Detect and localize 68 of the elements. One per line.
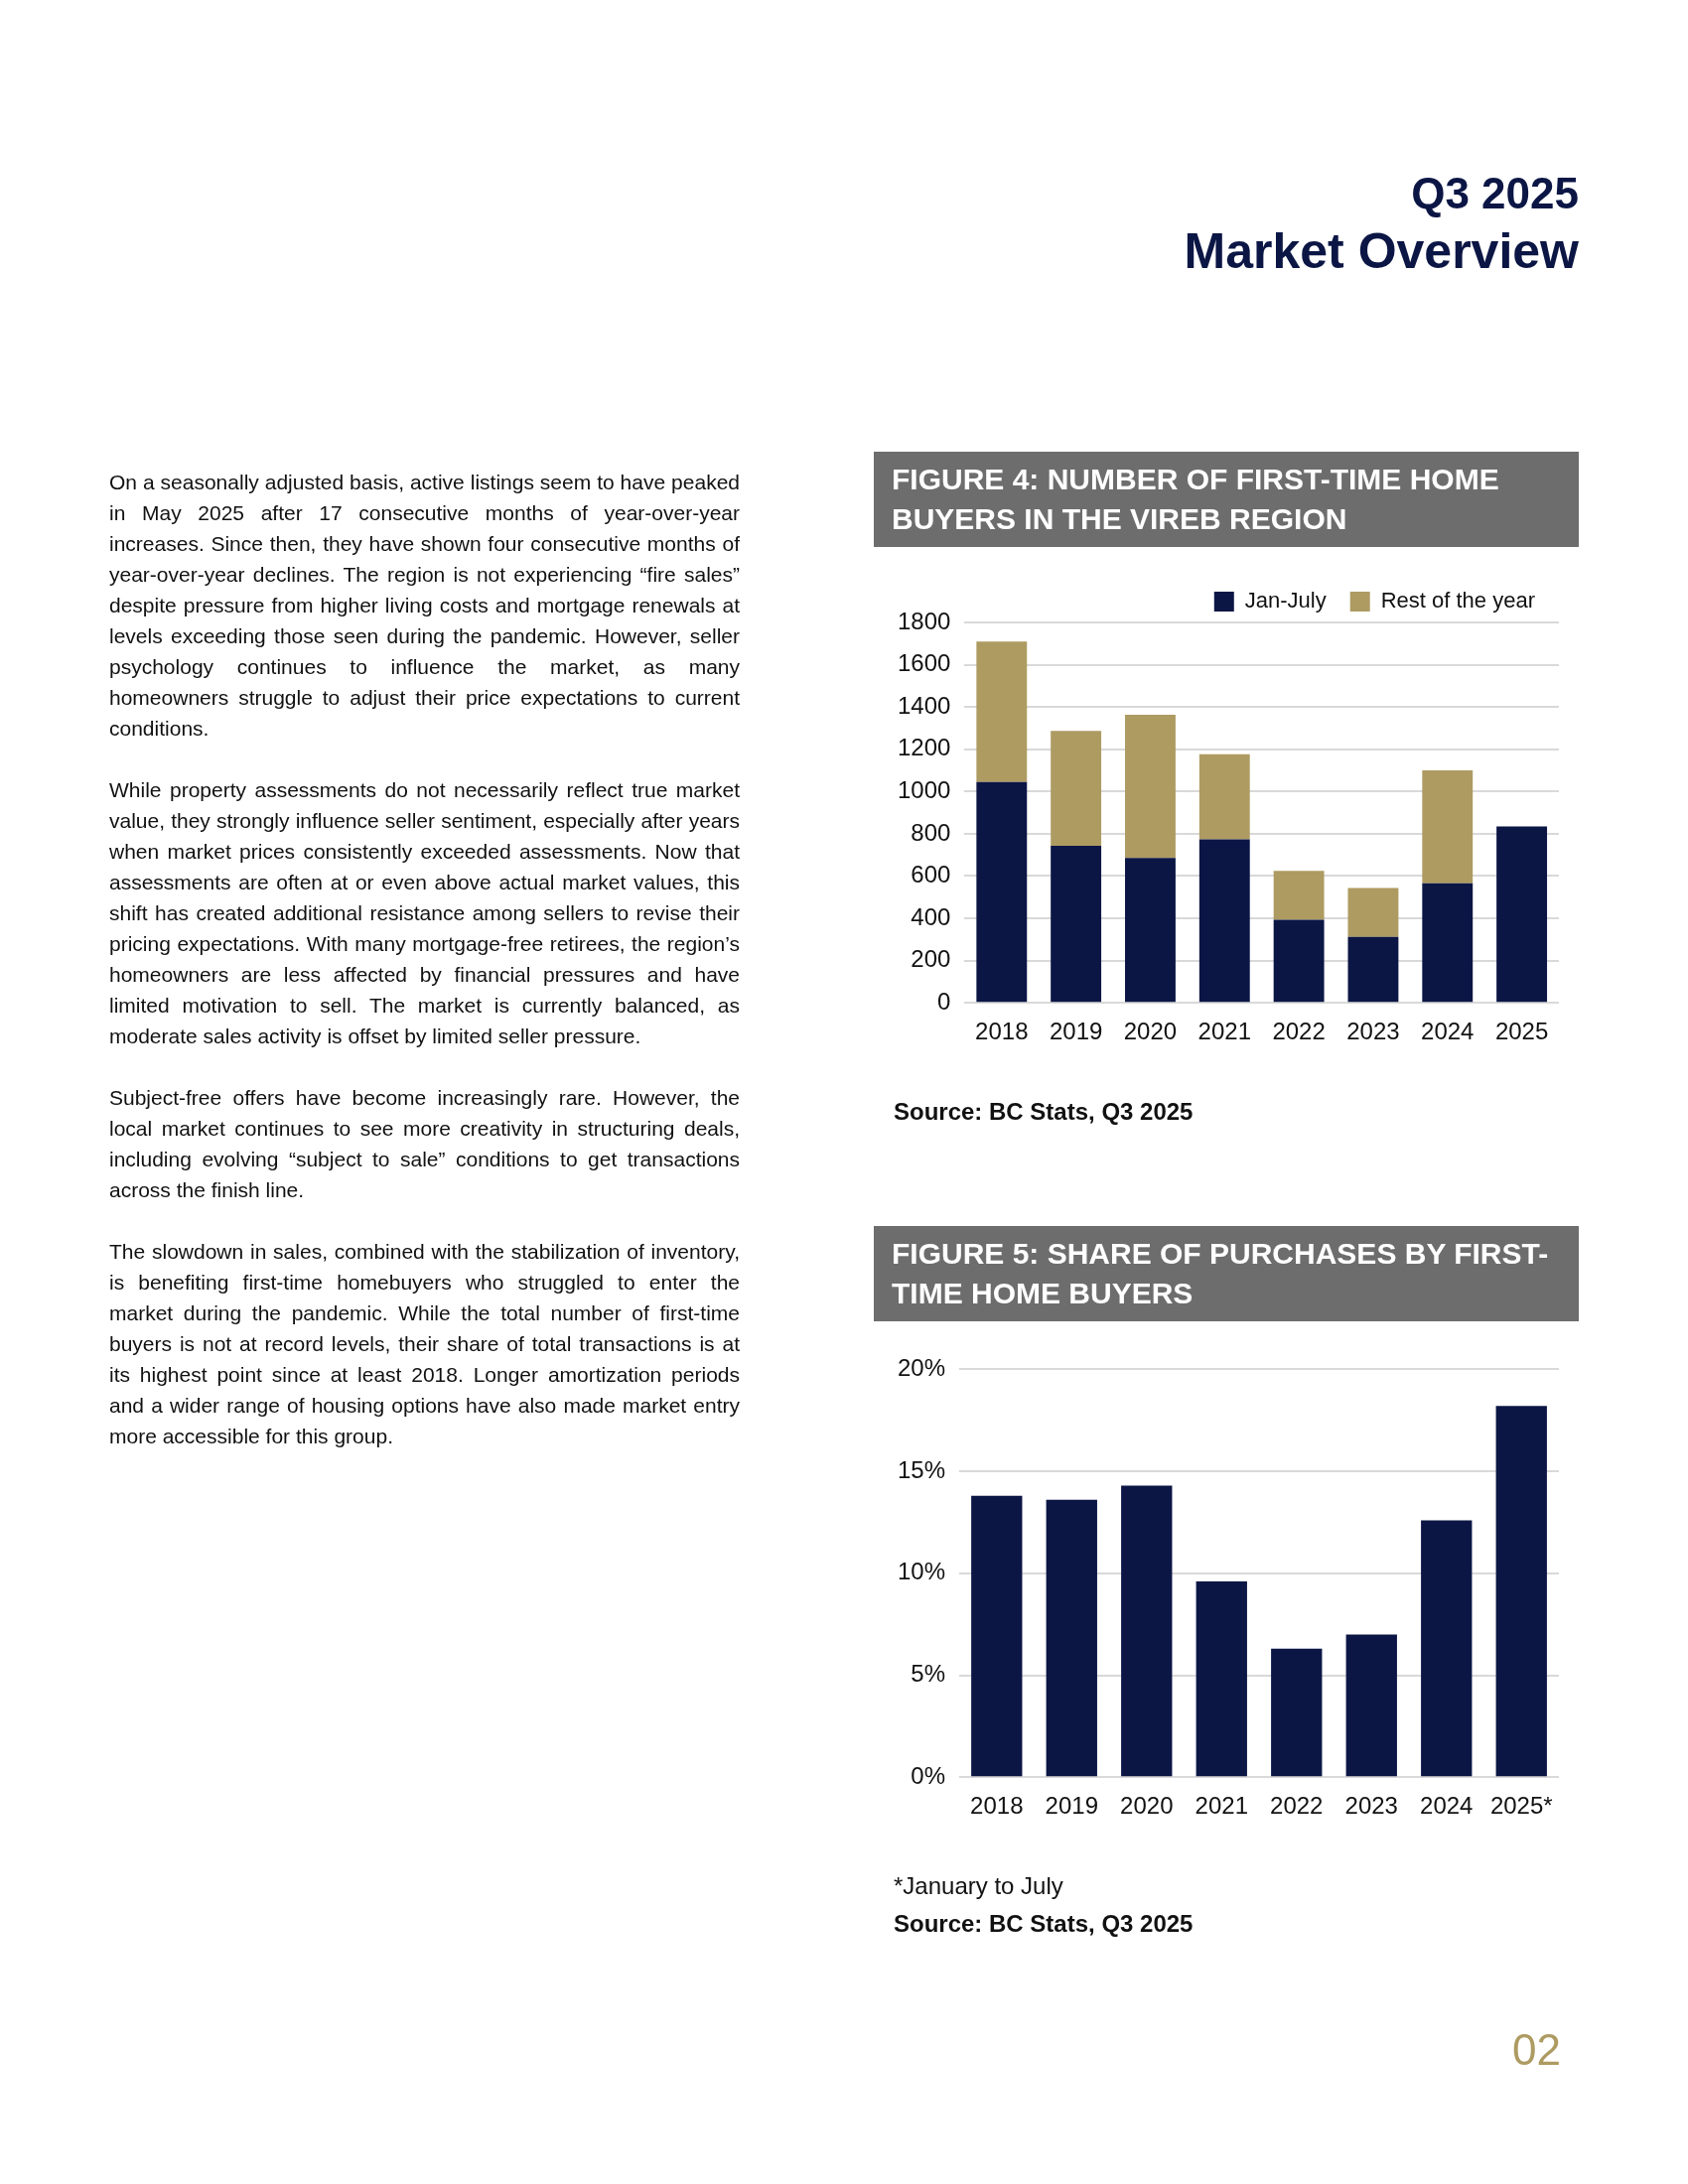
bar (1495, 1406, 1547, 1777)
text: 02 (1512, 2025, 1561, 2075)
y-tick-label: 15% (897, 1455, 946, 1483)
x-tick-label: 2024 (1420, 1792, 1474, 1820)
y-tick-label: 800 (911, 818, 951, 846)
text: Subject-free offers have become increasingly rare. However, the local market continues to see more creativity in structuring deals, including evolving “subject to sale” conditions to get transactions across the finish line. (109, 1085, 740, 1203)
text: Q3 2025 (1410, 169, 1579, 218)
x-tick-label: 2025 (1494, 1018, 1549, 1045)
y-tick-label: 0% (911, 1761, 946, 1789)
y-tick-label: 10% (897, 1558, 946, 1585)
y-tick-label: 1200 (898, 734, 951, 761)
x-tick-label: 2021 (1195, 1792, 1248, 1820)
bar (1422, 770, 1474, 884)
y-tick-label: 200 (911, 945, 951, 973)
x-tick-label: 2025* (1489, 1792, 1553, 1820)
bar (1273, 919, 1325, 1003)
x-tick-label: 2022 (1272, 1018, 1326, 1045)
legend-label: Rest of the year (1380, 588, 1536, 614)
bar (1345, 1634, 1397, 1777)
x-tick-label: 2023 (1344, 1792, 1398, 1820)
x-tick-label: 2018 (975, 1018, 1029, 1045)
y-tick-label: 1000 (898, 775, 951, 803)
text: On a seasonally adjusted basis, active listings seem to have peaked in May 2025 after 17 consecutive months of year-over-year increases. Since then, they have shown four consecutive months of year-over-year declines. The region is not experiencing “fire sales” despite pressure from higher living costs and mortgage renewals at levels exceeding those seen during the pandemic. However, seller psychology continues to influence the market, as many homeowners struggle to adjust their price expectations to current conditions. (109, 471, 740, 740)
y-tick-label: 1400 (898, 691, 951, 719)
y-tick-label: 400 (911, 902, 951, 930)
bar (976, 641, 1028, 782)
bar (1198, 753, 1250, 840)
y-tick-label: 20% (897, 1354, 946, 1382)
y-tick-label: 5% (911, 1660, 946, 1688)
bar (971, 1495, 1023, 1777)
chart-title: FIGURE 4: NUMBER OF FIRST-TIME HOME BUYERS IN THE VIREB REGION (874, 452, 1579, 547)
bar (1125, 715, 1176, 859)
source-note: Source: BC Stats, Q3 2025 (894, 1097, 1195, 1127)
text: Market Overview (1184, 222, 1579, 280)
bar (1347, 936, 1399, 1003)
bar (1496, 826, 1548, 1003)
x-tick-label: 2020 (1123, 1018, 1178, 1045)
x-tick-label: 2018 (970, 1792, 1024, 1820)
bar (1051, 731, 1102, 847)
legend-label: Jan-July (1244, 588, 1327, 614)
y-tick-label: 1800 (898, 607, 951, 634)
bar (976, 781, 1028, 1003)
bar (1046, 1499, 1097, 1777)
y-tick-label: 0 (937, 987, 951, 1015)
x-tick-label: 2019 (1045, 1792, 1098, 1820)
bar (1271, 1648, 1323, 1777)
text: While property assessments do not necessarily reflect true market value, they strongly influence seller sentiment, especially after years when market prices consistently exceeded assessments. Now that assessments are often at or even above actual market values, this shift has created additional resistance among sellers to revise their pricing expectations. With many mortgage-free retirees, the region’s homeowners are less affected by financial pressures and have limited motivation to sell. The market is currently balanced, as moderate sales activity is offset by limited seller pressure. (109, 778, 740, 1047)
y-tick-label: 1600 (898, 649, 951, 677)
y-tick-label: 600 (911, 861, 951, 888)
chart-title: FIGURE 5: SHARE OF PURCHASES BY FIRST-TIME HOME BUYERS (874, 1226, 1579, 1321)
bar (1051, 846, 1102, 1003)
x-tick-label: 2019 (1049, 1018, 1103, 1045)
x-tick-label: 2021 (1197, 1018, 1251, 1045)
bar (1422, 883, 1474, 1003)
x-tick-label: 2023 (1346, 1018, 1400, 1045)
text: *January to July (894, 1871, 1064, 1901)
text: The slowdown in sales, combined with the stabilization of inventory, is benefiting first-time homebuyers who struggled to enter the market during the pandemic. While the total number of first-time buyers is not at record levels, their share of total transactions is at its highest point since at least 2018. Longer amortization periods and a wider range of housing options have also made market entry more accessible for this group. (109, 1239, 740, 1449)
bar (1125, 858, 1176, 1003)
bar (1121, 1485, 1173, 1777)
x-tick-label: 2020 (1120, 1792, 1174, 1820)
bar (1347, 887, 1399, 937)
bar (1198, 839, 1250, 1003)
x-tick-label: 2024 (1421, 1018, 1475, 1045)
source-note: Source: BC Stats, Q3 2025 (894, 1909, 1195, 1939)
x-tick-label: 2022 (1270, 1792, 1324, 1820)
bar (1421, 1520, 1473, 1777)
bar (1273, 871, 1325, 920)
bar (1196, 1581, 1247, 1777)
